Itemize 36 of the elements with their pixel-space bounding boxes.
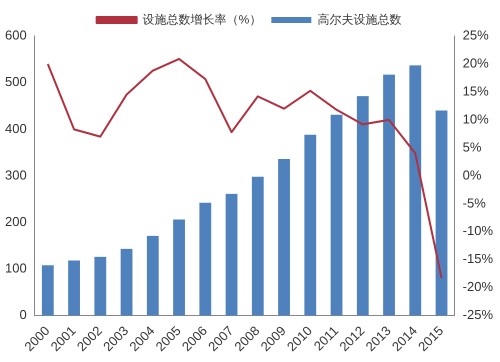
- y2-tick-label: 25%: [462, 28, 490, 43]
- bar: [120, 248, 132, 316]
- bar: [94, 256, 106, 316]
- legend-label: 设施总数增长率（%）: [142, 12, 262, 26]
- bar: [42, 265, 54, 316]
- y-tick-label: 200: [4, 214, 27, 229]
- y2-tick-label: -10%: [462, 223, 494, 238]
- bar: [356, 96, 369, 316]
- bar: [252, 176, 264, 316]
- bar: [278, 158, 290, 316]
- bar: [436, 110, 448, 316]
- y-tick-label: 0: [19, 307, 27, 322]
- bar: [173, 220, 185, 316]
- y2-tick-label: 15%: [462, 83, 490, 98]
- y2-tick-label: 20%: [462, 56, 490, 71]
- bar: [383, 74, 395, 316]
- y-tick-label: 600: [4, 28, 27, 43]
- bar: [304, 134, 316, 316]
- legend-label: 高尔夫设施总数: [317, 12, 402, 26]
- y-tick-label: 400: [4, 120, 27, 136]
- bar: [146, 236, 159, 316]
- y2-tick-label: 0%: [462, 167, 482, 182]
- bar: [330, 114, 342, 316]
- y2-tick-label: -25%: [462, 307, 494, 322]
- y2-tick-label: 5%: [462, 139, 482, 154]
- bar: [226, 194, 238, 316]
- y-tick-label: 500: [4, 74, 27, 90]
- y-tick-label: 100: [4, 260, 27, 276]
- y2-tick-label: -20%: [462, 279, 494, 294]
- y-tick-label: 300: [4, 167, 27, 182]
- bar: [409, 65, 422, 316]
- bar: [68, 260, 80, 316]
- y2-tick-label: -5%: [462, 195, 486, 210]
- bar: [199, 202, 212, 316]
- y2-tick-label: 10%: [462, 111, 490, 126]
- y2-tick-label: -15%: [462, 251, 494, 266]
